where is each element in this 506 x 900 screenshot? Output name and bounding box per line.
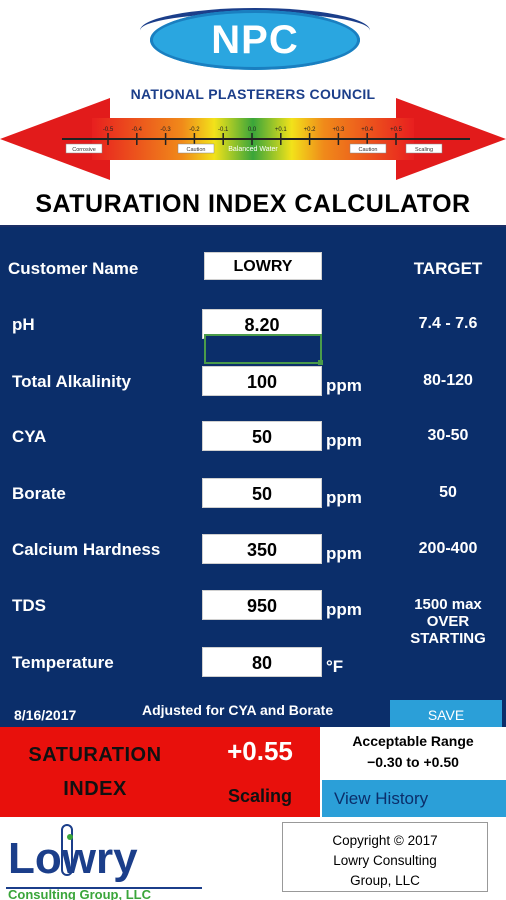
lowry-logo-subtitle: Consulting Group, LLC [8, 887, 152, 900]
scale-zone-box [177, 143, 215, 154]
page-title: SATURATION INDEX CALCULATOR [35, 190, 471, 218]
scale-tick-label: +0.1 [275, 127, 288, 133]
view-history-button[interactable]: View History [322, 780, 506, 817]
cya-unit: ppm [326, 431, 362, 450]
selected-cell[interactable] [204, 334, 322, 364]
scale-tick-label: +0.3 [332, 127, 345, 133]
copyright-line-3: Group, LLC [350, 873, 420, 888]
cya-label: CYA [12, 427, 47, 446]
left-arrow [0, 98, 110, 180]
target-heading: TARGET [413, 259, 483, 278]
temperature-input[interactable]: 80 [202, 647, 322, 677]
scale-zone-box [405, 143, 443, 154]
date-label: 8/16/2017 [14, 707, 77, 723]
scale-ticks: -0.5 -0.4 -0.3 -0.2 -0.1 0.0 +0.1 +0.2 +0.3 +0.4 +… [103, 127, 403, 145]
lowry-logo-text: Lowry [8, 834, 138, 883]
acceptable-range-title: Acceptable Range [352, 733, 474, 749]
title-divider [0, 225, 506, 227]
saturation-index-value: +0.55 [227, 736, 293, 766]
council-name: NATIONAL PLASTERERS COUNCIL [130, 86, 376, 102]
saturation-scale-graphic: -0.5 -0.4 -0.3 -0.2 -0.1 0.0 +0.1 +0.2 +0.3 +0.4 +… [0, 98, 506, 180]
borate-label: Borate [12, 484, 66, 503]
scale-tick-label: 0.0 [248, 127, 257, 133]
ph-target: 7.4 - 7.6 [418, 315, 478, 332]
copyright-line-1: Copyright © 2017 [332, 833, 438, 848]
scale-tick-label: +0.5 [390, 127, 403, 133]
lowry-logo: Lowry Consulting Group, LLC [6, 824, 202, 900]
scale-tick-label: -0.5 [103, 127, 114, 133]
customer-name-field[interactable]: LOWRY [204, 252, 322, 280]
temperature-label: Temperature [12, 653, 114, 672]
tds-target-line-2: OVER [426, 613, 470, 630]
acceptable-range-box [320, 727, 506, 779]
tds-target-line-1: 1500 max [414, 596, 482, 613]
scale-tick-label: -0.3 [160, 127, 171, 133]
total-alkalinity-unit: ppm [326, 376, 362, 395]
copyright-box: Copyright © 2017 Lowry Consulting Group,… [282, 822, 488, 892]
scale-tick-label: -0.1 [218, 127, 229, 133]
scale-zone-box [349, 143, 387, 154]
borate-target: 50 [439, 484, 457, 501]
scale-tick-label: +0.4 [361, 127, 374, 133]
scale-zone-box [65, 143, 103, 154]
acceptable-range-value: −0.30 to +0.50 [367, 754, 459, 770]
scale-tick-label: +0.2 [304, 127, 317, 133]
scale-zone-label: Balanced Water [228, 146, 278, 153]
tds-input[interactable]: 950 [202, 590, 322, 620]
selection-handle[interactable] [318, 360, 323, 365]
tds-unit: ppm [326, 600, 362, 619]
scale-zone-label: Caution [187, 147, 206, 153]
calcium-hardness-input[interactable]: 350 [202, 534, 322, 564]
copyright-line-2: Lowry Consulting [333, 853, 437, 868]
scale-tick-label: -0.4 [132, 127, 143, 133]
total-alkalinity-label: Total Alkalinity [12, 372, 132, 391]
cya-target: 30-50 [427, 427, 469, 444]
borate-input[interactable]: 50 [202, 478, 322, 508]
scale-zone-label: Corrosive [72, 147, 96, 153]
total-alkalinity-input[interactable]: 100 [202, 366, 322, 396]
ph-label: pH [12, 315, 35, 334]
adjusted-note: Adjusted for CYA and Borate [142, 702, 334, 718]
calcium-hardness-target: 200-400 [418, 540, 478, 557]
npc-logo-text: NPC [211, 18, 299, 62]
saturation-index-label: SATURATION INDEX [0, 738, 190, 806]
total-alkalinity-target: 80-120 [423, 372, 473, 389]
saturation-label-line-1: SATURATION [28, 744, 162, 766]
tds-label: TDS [12, 596, 46, 615]
scale-zone-label: Caution [359, 147, 378, 153]
saturation-label-line-2: INDEX [63, 778, 127, 800]
saturation-result-panel [0, 727, 320, 817]
calcium-hardness-label: Calcium Hardness [12, 540, 161, 559]
customer-name-label: Customer Name [8, 259, 139, 278]
cya-input[interactable]: 50 [202, 421, 322, 451]
scale-zone-label: Scaling [415, 147, 433, 153]
scale-tick-label: -0.2 [189, 127, 200, 133]
borate-unit: ppm [326, 488, 362, 507]
tds-target-line-3: STARTING [410, 630, 486, 647]
temperature-unit: °F [326, 657, 344, 676]
npc-logo [150, 10, 360, 70]
saturation-status: Scaling [227, 786, 293, 806]
calcium-hardness-unit: ppm [326, 544, 362, 563]
save-button[interactable]: SAVE [390, 700, 502, 727]
scale-zones: Corrosive Caution Balanced Water Caution Sca… [65, 143, 443, 154]
